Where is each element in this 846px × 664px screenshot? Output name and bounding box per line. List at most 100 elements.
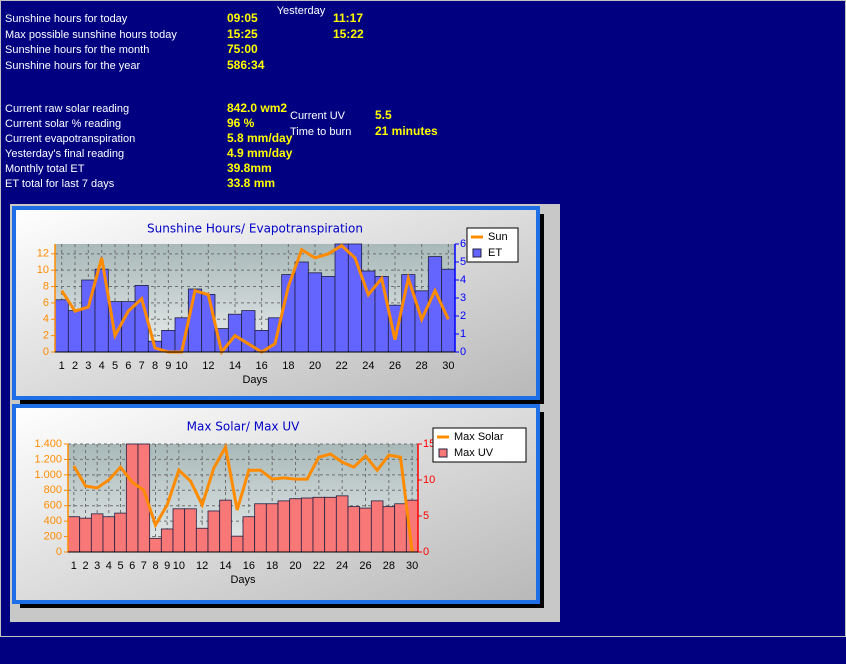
stat-value: 4.9 mm/day: [227, 146, 293, 160]
stat-label: Sunshine hours for today: [5, 13, 128, 25]
bar: [321, 275, 336, 353]
bar: [219, 499, 232, 553]
legend-label: Max UV: [454, 447, 494, 459]
stat-yesterday: 15:22: [333, 27, 364, 41]
x-tick-label: 2: [82, 560, 88, 572]
x-tick-label: 1: [59, 360, 65, 372]
x-tick-label: 22: [313, 560, 325, 572]
y2-tick-label: 10: [423, 474, 435, 486]
x-tick-label: 16: [256, 360, 268, 372]
bar: [254, 503, 267, 553]
x-tick-label: 4: [106, 560, 112, 572]
stat-yesterday: 11:17: [333, 11, 363, 25]
chart-title: Max Solar/ Max UV: [187, 420, 300, 434]
y2-tick-label: 1: [460, 328, 466, 340]
line: [60, 243, 450, 356]
bar: [335, 495, 349, 553]
x-tick-label: 6: [129, 560, 135, 572]
x-tick-label: 18: [266, 560, 278, 572]
x-tick-label: 8: [152, 360, 158, 372]
bar: [347, 506, 361, 553]
y-tick-label: 0: [56, 546, 62, 558]
y2-tick-label: 0: [423, 546, 429, 558]
x-axis-label: Days: [230, 574, 256, 586]
x-tick-label: 9: [164, 560, 170, 572]
stat-label: ET total for last 7 days: [5, 178, 115, 190]
bar: [230, 535, 244, 553]
stat-value: 842.0 wm2: [227, 101, 287, 115]
x-tick-label: 3: [94, 560, 100, 572]
legend-swatch: [438, 448, 448, 458]
y-tick-label: 200: [44, 530, 62, 542]
y-tick-label: 10: [37, 264, 49, 276]
bar: [79, 517, 92, 553]
bar: [90, 513, 104, 553]
stat-label: Current raw solar reading: [5, 103, 129, 115]
y-tick-label: 1.200: [34, 453, 62, 465]
bar: [334, 243, 349, 353]
bar: [300, 497, 314, 553]
chart-title: Sunshine Hours/ Evapotranspiration: [147, 222, 363, 236]
stat-value: 75:00: [227, 42, 258, 56]
x-tick-label: 5: [117, 560, 123, 572]
legend-label: Sun: [488, 231, 508, 243]
bar: [359, 507, 372, 553]
bar: [427, 256, 443, 353]
x-tick-label: 5: [112, 360, 118, 372]
stat-value: 33.8 mm: [227, 176, 275, 190]
stat-value: 09:05: [227, 11, 258, 25]
bar: [149, 537, 162, 553]
x-tick-label: 12: [196, 560, 208, 572]
bar: [54, 299, 69, 353]
x-tick-label: 8: [152, 560, 158, 572]
y2-tick-label: 4: [460, 274, 466, 286]
x-tick-label: 1: [71, 560, 77, 572]
yesterday-heading: Yesterday: [277, 5, 326, 17]
bar: [172, 508, 186, 553]
x-tick-label: 26: [389, 360, 401, 372]
bar: [184, 508, 197, 553]
bar: [324, 496, 337, 553]
stat-value: 21 minutes: [375, 124, 438, 138]
bar: [201, 293, 216, 353]
x-tick-label: 7: [139, 360, 145, 372]
y-tick-label: 6: [43, 297, 49, 309]
bar: [125, 443, 139, 553]
bar: [289, 498, 302, 553]
bar: [67, 310, 83, 353]
y2-tick-label: 15: [423, 438, 435, 450]
x-tick-label: 20: [289, 560, 301, 572]
bar: [312, 496, 326, 553]
bar: [374, 275, 389, 353]
stat-value: 5.5: [375, 108, 392, 122]
bar: [265, 503, 279, 553]
legend-label: Max Solar: [454, 431, 504, 443]
x-tick-label: 4: [99, 360, 105, 372]
x-tick-label: 30: [442, 360, 454, 372]
y2-tick-label: 5: [460, 256, 466, 268]
x-tick-label: 24: [362, 360, 374, 372]
stat-value: 96 %: [227, 116, 255, 130]
x-axis-label: Days: [242, 374, 268, 386]
y-tick-label: 600: [44, 500, 62, 512]
x-tick-label: 14: [219, 560, 231, 572]
bar: [195, 527, 209, 553]
x-tick-label: 12: [202, 360, 214, 372]
y-tick-label: 1.400: [34, 438, 62, 450]
legend-swatch: [472, 248, 482, 258]
bar: [227, 313, 243, 353]
x-tick-label: 6: [125, 360, 131, 372]
legend-box: [432, 427, 527, 463]
x-tick-label: 20: [309, 360, 321, 372]
x-tick-label: 18: [282, 360, 294, 372]
y-tick-label: 8: [43, 280, 49, 292]
x-tick-label: 14: [229, 360, 241, 372]
bar: [294, 261, 309, 353]
bar: [67, 516, 81, 553]
x-tick-label: 10: [176, 360, 188, 372]
stat-label: Time to burn: [290, 126, 351, 138]
x-tick-label: 9: [165, 360, 171, 372]
bar: [394, 503, 407, 553]
stat-label: Max possible sunshine hours today: [5, 29, 177, 41]
